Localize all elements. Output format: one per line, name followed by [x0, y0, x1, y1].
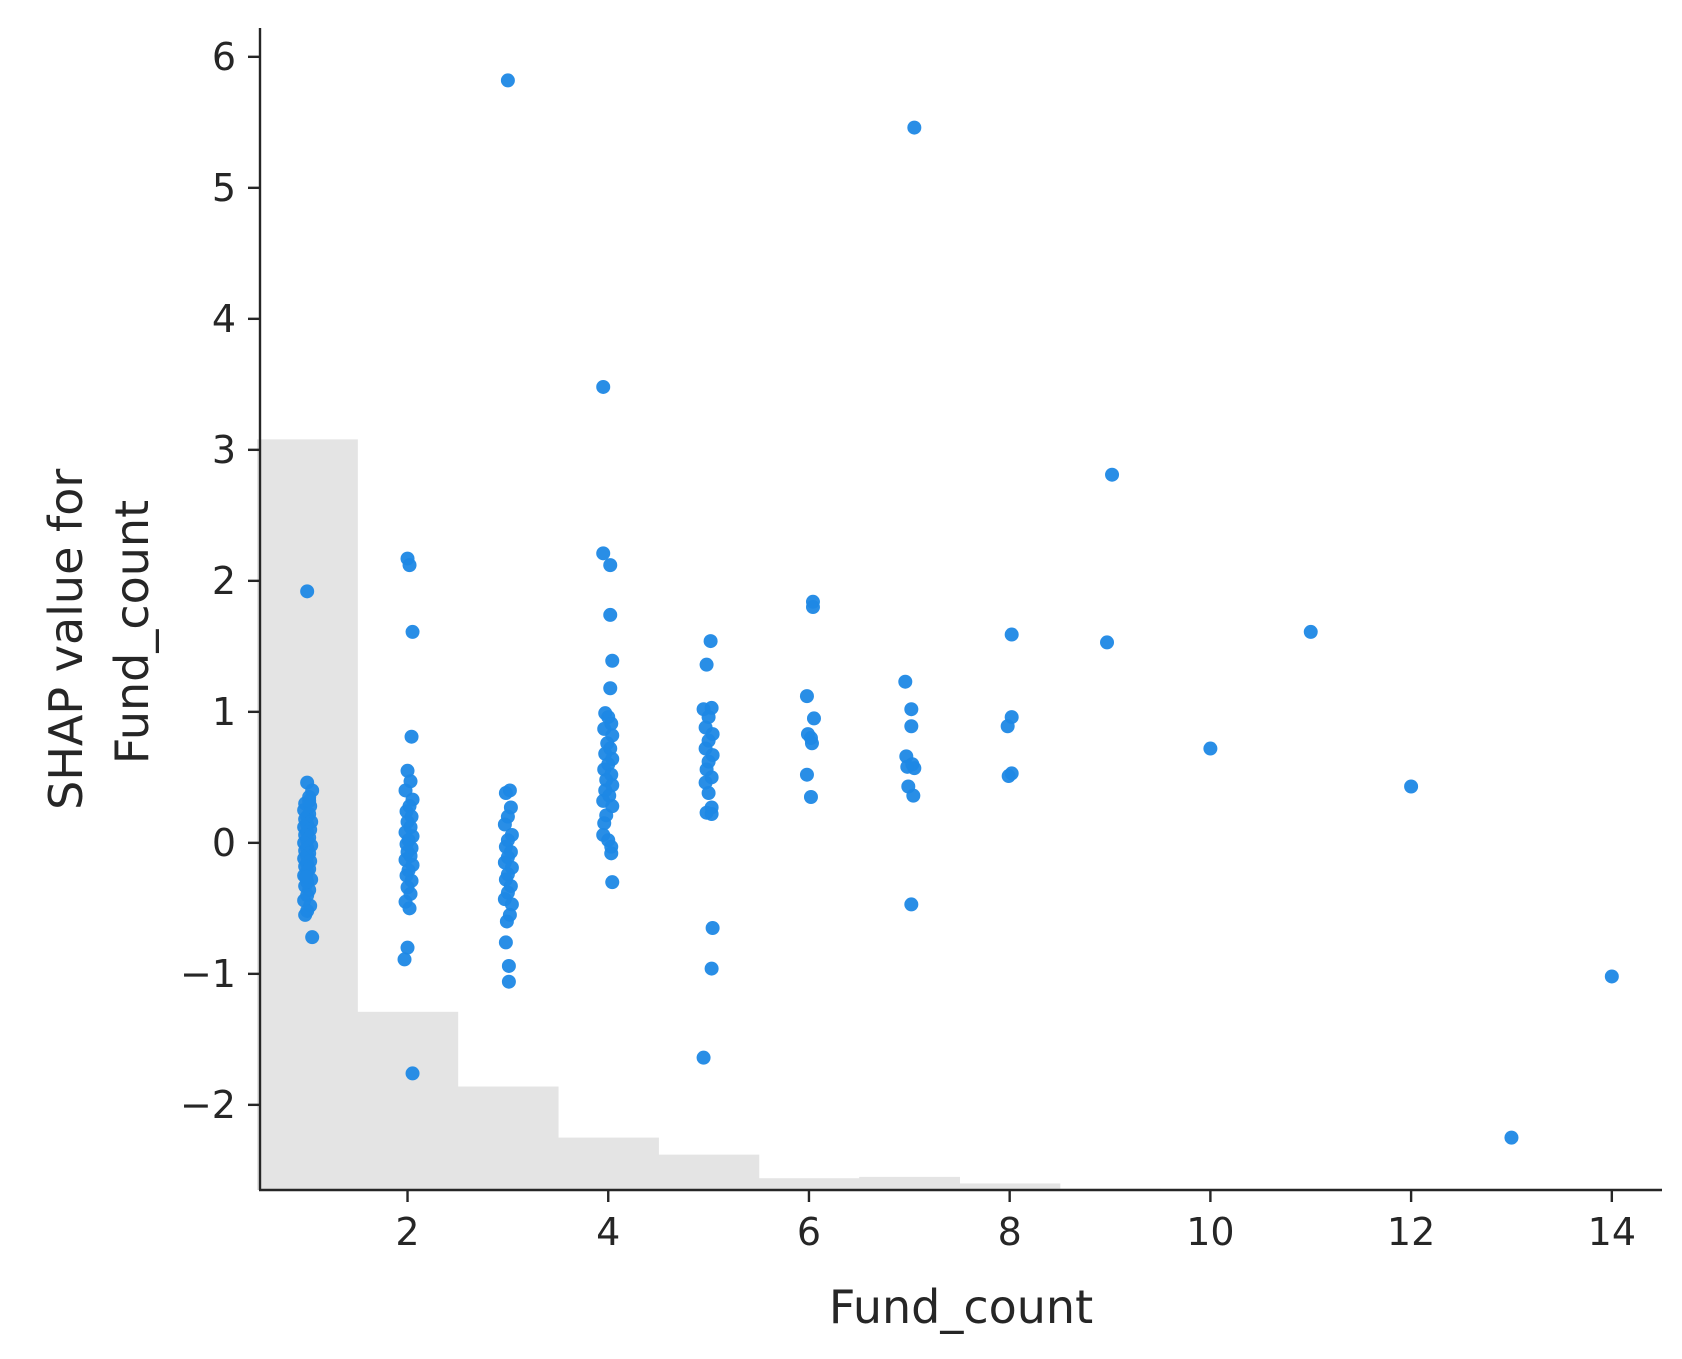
data-point: [803, 789, 818, 804]
x-ticks: 2 4 6 8 10 12 14: [395, 1190, 1636, 1254]
histogram-bar: [658, 1154, 760, 1190]
data-point: [1004, 627, 1019, 642]
x-tick-label: 10: [1186, 1210, 1234, 1254]
data-point: [597, 816, 612, 831]
y-ticks: −2 −1 0 1 2 3 4 5 6: [180, 35, 260, 1127]
x-tick-label: 6: [797, 1210, 821, 1254]
data-point: [1404, 779, 1419, 794]
data-point: [907, 120, 922, 135]
data-point: [699, 657, 714, 672]
y-tick-label: −1: [180, 952, 236, 996]
data-point: [799, 767, 814, 782]
data-point: [904, 719, 919, 734]
data-point: [701, 786, 716, 801]
histogram-background: [256, 439, 1161, 1191]
y-tick-label: 0: [212, 821, 236, 865]
data-point: [596, 379, 611, 394]
y-tick-label: 2: [212, 559, 236, 603]
data-point: [405, 1066, 420, 1081]
data-point: [605, 653, 620, 668]
data-point: [806, 711, 821, 726]
data-point: [498, 935, 513, 950]
data-point: [1100, 635, 1115, 650]
x-axis-label: Fund_count: [829, 1280, 1093, 1334]
y-tick-label: −2: [180, 1083, 236, 1127]
data-point: [603, 607, 618, 622]
y-tick-label: 4: [212, 297, 236, 341]
data-point: [300, 584, 315, 599]
data-point: [405, 624, 420, 639]
data-point: [400, 940, 415, 955]
data-point: [906, 788, 921, 803]
data-point: [302, 793, 317, 808]
histogram-bar: [959, 1183, 1061, 1190]
data-point: [499, 914, 514, 929]
histogram-bar: [357, 1011, 459, 1190]
data-point: [804, 736, 819, 751]
y-axis-label-line-1: SHAP value for: [39, 469, 93, 810]
data-point: [501, 958, 516, 973]
data-point: [1203, 741, 1218, 756]
data-point: [603, 681, 618, 696]
data-point: [703, 634, 718, 649]
data-point: [504, 897, 519, 912]
data-point: [1604, 969, 1619, 984]
data-point: [397, 952, 412, 967]
y-axis-label: SHAP value for Fund_count: [39, 454, 159, 810]
data-point: [305, 930, 320, 945]
data-point: [603, 558, 618, 573]
data-point: [704, 961, 719, 976]
histogram-bar: [758, 1178, 860, 1190]
data-point: [1001, 769, 1016, 784]
data-point: [704, 807, 719, 822]
y-tick-label: 3: [212, 428, 236, 472]
data-point: [799, 689, 814, 704]
data-point: [1504, 1130, 1519, 1145]
data-point: [299, 869, 314, 884]
y-tick-label: 5: [212, 166, 236, 210]
data-point: [904, 702, 919, 717]
data-point: [805, 600, 820, 615]
x-tick-label: 12: [1387, 1210, 1435, 1254]
data-point: [497, 817, 512, 832]
data-point: [498, 786, 513, 801]
data-point: [907, 761, 922, 776]
data-point: [402, 558, 417, 573]
data-point: [696, 1050, 711, 1065]
data-point: [298, 907, 313, 922]
data-point: [501, 974, 516, 989]
data-point: [1303, 624, 1318, 639]
data-point: [404, 729, 419, 744]
y-tick-label: 6: [212, 35, 236, 79]
data-point: [904, 897, 919, 912]
y-axis-label-line-2: Fund_count: [105, 500, 159, 764]
data-point: [898, 674, 913, 689]
histogram-bar: [457, 1086, 559, 1190]
data-point: [500, 73, 515, 88]
y-tick-label: 1: [212, 690, 236, 734]
x-tick-label: 2: [395, 1210, 419, 1254]
data-point: [605, 875, 620, 890]
data-point: [402, 901, 417, 916]
data-point: [596, 546, 611, 561]
histogram-bar: [859, 1176, 960, 1190]
x-tick-label: 14: [1588, 1210, 1636, 1254]
x-tick-label: 4: [596, 1210, 620, 1254]
data-point: [705, 920, 720, 935]
scatter-points: [297, 73, 1619, 1145]
data-point: [1105, 467, 1120, 482]
histogram-bar: [558, 1137, 659, 1190]
data-point: [604, 846, 619, 861]
axes: [258, 28, 1662, 1192]
x-tick-label: 8: [998, 1210, 1022, 1254]
data-point: [1000, 719, 1015, 734]
